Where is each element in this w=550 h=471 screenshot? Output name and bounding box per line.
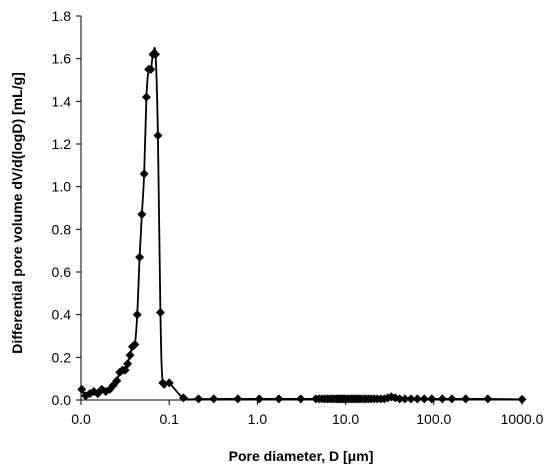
data-point (164, 378, 174, 388)
data-point (139, 169, 149, 179)
series-line (80, 46, 523, 401)
data-point (395, 394, 405, 404)
data-point (130, 340, 140, 350)
data-point (419, 394, 429, 404)
data-point (254, 394, 264, 404)
data-point (517, 394, 527, 404)
data-point (146, 64, 156, 74)
data-point (141, 92, 151, 102)
y-axis-ticks: 0.0 0.2 0.4 0.6 0.8 1.0 1.2 1.4 1.6 1.8 (52, 8, 81, 408)
data-point (125, 350, 135, 360)
y-tick-label: 0.4 (52, 307, 72, 323)
data-point (437, 394, 447, 404)
y-tick-label: 0.6 (52, 264, 72, 280)
data-point (158, 378, 168, 388)
data-point (296, 394, 306, 404)
data-point (155, 308, 165, 318)
x-axis-title: Pore diameter, D [μm] (229, 448, 374, 464)
y-tick-label: 1.0 (52, 179, 72, 195)
y-tick-label: 1.8 (52, 8, 72, 24)
data-point (77, 384, 87, 394)
data-point (151, 49, 161, 59)
data-point (427, 394, 437, 404)
data-point (412, 394, 422, 404)
data-point (137, 209, 147, 219)
y-tick-label: 1.2 (52, 136, 72, 152)
data-point (483, 394, 493, 404)
x-tick-label: 100.0 (416, 411, 451, 427)
data-point (461, 394, 471, 404)
y-tick-label: 1.4 (52, 93, 72, 109)
data-point (178, 393, 188, 403)
x-tick-label: 0.0 (71, 411, 91, 427)
y-axis-title: Differential pore volume dV/d(logD) [mL/… (9, 72, 25, 354)
y-tick-label: 0.8 (52, 221, 72, 237)
data-point (123, 359, 133, 369)
data-point (406, 394, 416, 404)
axes (80, 16, 522, 401)
data-point (233, 394, 243, 404)
x-tick-label: 1000.0 (501, 411, 544, 427)
data-point (194, 394, 204, 404)
x-tick-label: 1.0 (248, 411, 268, 427)
data-point (274, 394, 284, 404)
data-point (400, 394, 410, 404)
x-tick-label: 0.1 (159, 411, 179, 427)
data-point (135, 252, 145, 262)
y-tick-label: 0.0 (52, 392, 72, 408)
data-point (153, 130, 163, 140)
data-point (132, 310, 142, 320)
data-point (209, 394, 219, 404)
data-point (447, 394, 457, 404)
x-axis-ticks: 0.0 0.1 1.0 10.0 100.0 1000.0 (71, 400, 544, 427)
plot-area (77, 46, 527, 404)
x-tick-label: 10.0 (332, 411, 359, 427)
data-point (112, 376, 122, 386)
y-tick-label: 0.2 (52, 349, 72, 365)
y-tick-label: 1.6 (52, 51, 72, 67)
